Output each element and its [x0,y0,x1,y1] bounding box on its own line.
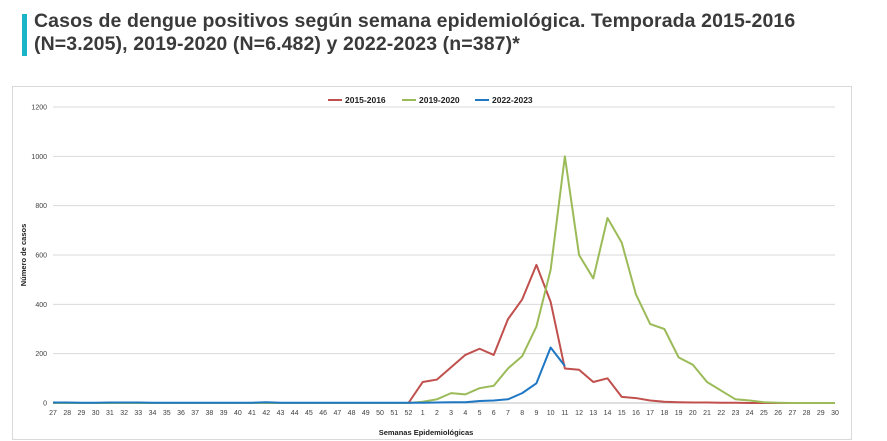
legend-label-2022-2023: 2022-2023 [492,95,533,105]
series-line-2015-2016 [53,263,835,404]
x-tick-label: 48 [348,410,356,417]
x-tick-label: 41 [248,410,256,417]
x-tick-label: 50 [376,410,384,417]
x-tick-label: 32 [120,410,128,417]
page-title: Casos de dengue positivos según semana e… [34,10,879,56]
x-tick-label: 2 [435,410,439,417]
x-tick-label: 28 [63,410,71,417]
x-tick-label: 30 [831,410,839,417]
x-tick-label: 37 [191,410,199,417]
x-tick-label: 25 [760,410,768,417]
x-tick-label: 16 [632,410,640,417]
x-tick-label: 31 [106,410,114,417]
series-line-2022-2023 [53,346,566,404]
x-tick-label: 21 [703,410,711,417]
x-tick-label: 29 [78,410,86,417]
x-tick-label: 7 [506,410,510,417]
x-tick-label: 24 [746,410,754,417]
x-tick-label: 3 [449,410,453,417]
y-tick-label-0: 0 [43,401,47,408]
x-axis-title: Semanas Epidemiológicas [379,428,474,437]
x-tick-label: 52 [405,410,413,417]
x-tick-label: 42 [262,410,270,417]
x-tick-label: 46 [319,410,327,417]
y-tick-label-800: 800 [35,203,47,210]
title-line-2: (N=3.205), 2019-2020 (N=6.482) y 2022-20… [34,33,520,55]
x-tick-label: 20 [689,410,697,417]
x-tick-label: 17 [646,410,654,417]
x-tick-label: 5 [478,410,482,417]
x-tick-label: 33 [134,410,142,417]
x-tick-label: 39 [220,410,228,417]
y-tick-label-200: 200 [35,351,47,358]
x-tick-label: 26 [774,410,782,417]
y-tick-label-1000: 1000 [31,154,47,161]
x-tick-label: 14 [604,410,612,417]
chart-frame: 0 200 400 600 800 1000 1200 27 28 29 30 31 32 33 34 35 3… [12,86,852,440]
x-tick-label: 15 [618,410,626,417]
x-tick-label: 27 [49,410,57,417]
x-tick-label: 23 [732,410,740,417]
x-tick-label: 35 [163,410,171,417]
y-tick-label-400: 400 [35,302,47,309]
x-tick-label: 8 [520,410,524,417]
x-tick-label: 27 [788,410,796,417]
x-tick-label: 44 [291,410,299,417]
title-accent-bar [22,14,27,56]
x-tick-label: 43 [277,410,285,417]
x-tick-label: 9 [534,410,538,417]
x-tick-label: 4 [463,410,467,417]
title-line-1: Casos de dengue positivos según semana e… [34,10,796,32]
x-tick-label: 10 [547,410,555,417]
y-tick-label-1200: 1200 [31,105,47,112]
x-tick-label: 29 [817,410,825,417]
x-tick-label: 45 [305,410,313,417]
legend-label-2015-2016: 2015-2016 [345,95,386,105]
x-tick-label: 18 [660,410,668,417]
x-tick-label: 38 [206,410,214,417]
x-tick-label: 22 [717,410,725,417]
x-tick-label: 1 [421,410,425,417]
x-tick-label: 11 [561,410,568,417]
x-tick-label: 36 [177,410,185,417]
y-tick-label-600: 600 [35,253,47,260]
x-tick-label: 6 [492,410,496,417]
x-tick-label: 51 [390,410,398,417]
series-line-2019-2020 [53,155,835,404]
x-tick-label: 12 [575,410,583,417]
legend-label-2019-2020: 2019-2020 [419,95,460,105]
x-tick-label: 28 [803,410,811,417]
x-tick-label: 34 [149,410,157,417]
x-tick-label: 13 [589,410,597,417]
x-tick-label: 19 [675,410,683,417]
x-tick-label: 40 [234,410,242,417]
y-axis-title: Número de casos [19,224,28,287]
x-tick-label: 30 [92,410,100,417]
x-tick-label: 47 [333,410,341,417]
x-tick-label: 49 [362,410,370,417]
